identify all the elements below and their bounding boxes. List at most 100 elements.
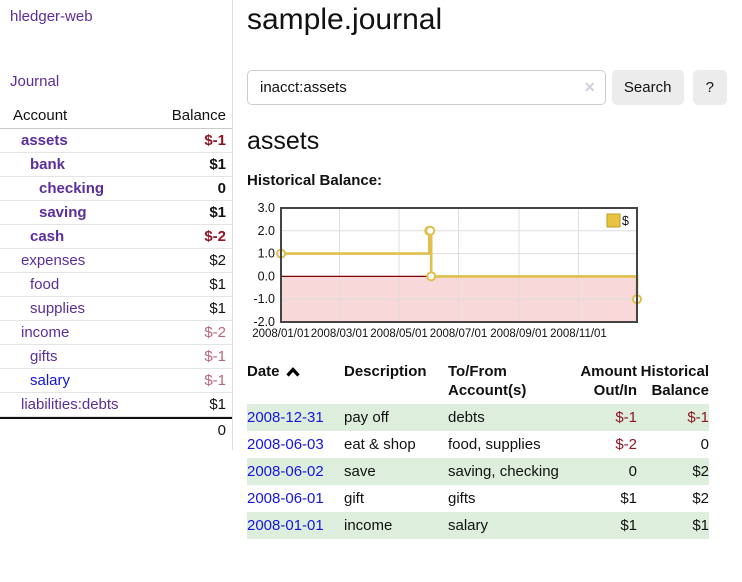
account-row: food $1	[0, 273, 232, 297]
balance-cell: $1	[692, 517, 709, 534]
account-row: checking 0	[0, 177, 232, 201]
account-row: liabilities:debts $1	[0, 393, 232, 417]
date-cell: 2008-06-02	[247, 458, 344, 485]
svg-text:-2.0: -2.0	[253, 315, 275, 329]
accounts-total-value: 0	[217, 422, 226, 439]
account-balance: $-2	[204, 324, 226, 341]
date-column-header[interactable]: Date	[247, 360, 344, 404]
search-input-wrap: ✕	[247, 70, 606, 105]
search-input[interactable]	[247, 70, 606, 105]
main-content: sample.journal ✕ Search ? assets Histori…	[233, 0, 727, 539]
description-cell: save	[344, 463, 376, 480]
balance-column-header: Balance	[171, 107, 226, 124]
chart-legend: $	[606, 213, 629, 228]
accounts-cell: saving, checking	[448, 463, 559, 480]
amount-column-header: Amount Out/In	[580, 363, 637, 399]
account-row: assets $-1	[0, 129, 232, 153]
search-form: ✕ Search ?	[247, 70, 727, 105]
account-link-saving[interactable]: saving	[39, 204, 87, 221]
svg-text:2008/03/01: 2008/03/01	[311, 328, 369, 340]
account-row: salary $-1	[0, 369, 232, 393]
account-row: bank $1	[0, 153, 232, 177]
app-brand-link[interactable]: hledger-web	[10, 8, 93, 25]
account-row: expenses $2	[0, 249, 232, 273]
account-balance: $1	[209, 204, 226, 221]
balance-cell: 0	[700, 436, 709, 453]
account-balance: $-1	[204, 348, 226, 365]
description-cell: income	[344, 517, 393, 534]
sidebar: hledger-web Journal Account Balance asse…	[0, 0, 233, 450]
transaction-date-link[interactable]: 2008-06-02	[247, 463, 324, 480]
clear-search-icon[interactable]: ✕	[583, 79, 596, 95]
account-link-gifts[interactable]: gifts	[30, 348, 58, 365]
balance-cell: $-1	[687, 409, 709, 426]
svg-text:2008/09/01: 2008/09/01	[490, 328, 548, 340]
account-balance: 0	[217, 180, 226, 197]
register-row: 2008-06-03 eat & shop food, supplies $-2 0	[247, 431, 709, 458]
help-button[interactable]: ?	[692, 70, 727, 105]
amount-cell: $-2	[615, 436, 637, 453]
amount-cell: $-1	[615, 409, 637, 426]
date-column-label: Date	[247, 363, 280, 380]
account-link-income[interactable]: income	[21, 324, 70, 341]
svg-text:1.0: 1.0	[258, 247, 275, 261]
account-balance: $-2	[204, 228, 226, 245]
balance-column-header-main: Historical Balance	[640, 363, 709, 399]
register-body: 2008-12-31 pay off debts $-1 $-1 2008-06-03 ea…	[247, 404, 709, 539]
register-header-row: Date Description To/From Account(s) Amou…	[247, 360, 709, 404]
account-link-checking[interactable]: checking	[39, 180, 105, 197]
description-cell: gift	[344, 490, 365, 507]
accounts-cell: debts	[448, 409, 485, 426]
account-row: income $-2	[0, 321, 232, 345]
amount-cell: 0	[628, 463, 637, 480]
accounts-cell: salary	[448, 517, 489, 534]
account-link-expenses[interactable]: expenses	[21, 252, 86, 269]
balance-cell: $2	[692, 490, 709, 507]
register-row: 2008-06-01 gift gifts $1 $2	[247, 485, 709, 512]
accounts-table: Account Balance assets $-1 bank $1 checking 0…	[0, 104, 232, 442]
svg-text:2.0: 2.0	[258, 224, 275, 238]
date-cell: 2008-01-01	[247, 512, 344, 539]
register-table: Date Description To/From Account(s) Amou…	[247, 360, 709, 539]
accounts-cell: gifts	[448, 490, 476, 507]
account-link-assets[interactable]: assets	[21, 132, 68, 149]
account-balance: $1	[209, 300, 226, 317]
svg-text:2008/07/01: 2008/07/01	[430, 328, 488, 340]
page-title: sample.journal	[247, 3, 443, 36]
account-link-bank[interactable]: bank	[30, 156, 66, 173]
account-link-liabilities-debts[interactable]: liabilities:debts	[21, 396, 119, 413]
accounts-cell: food, supplies	[448, 436, 541, 453]
svg-text:$: $	[622, 214, 629, 228]
account-link-cash[interactable]: cash	[30, 228, 65, 245]
description-column-header: Description	[344, 363, 427, 380]
svg-text:-1.0: -1.0	[253, 292, 275, 306]
account-link-supplies[interactable]: supplies	[30, 300, 86, 317]
register-row: 2008-12-31 pay off debts $-1 $-1	[247, 404, 709, 431]
balance-chart: 3.0 2.0 1.0 0.0 -1.0 -2.0 2008/01/01 2008/03/01…	[247, 200, 727, 342]
transaction-date-link[interactable]: 2008-01-01	[247, 517, 324, 534]
amount-cell: $1	[620, 490, 637, 507]
account-balance: $-1	[204, 372, 226, 389]
transaction-date-link[interactable]: 2008-06-03	[247, 436, 324, 453]
sidebar-accounts-rows: assets $-1 bank $1 checking 0 saving $1 cash $-2 e…	[0, 129, 232, 417]
chart-label: Historical Balance:	[247, 172, 383, 189]
svg-text:2008/01/01: 2008/01/01	[252, 328, 310, 340]
search-button[interactable]: Search	[611, 70, 684, 105]
transaction-date-link[interactable]: 2008-12-31	[247, 409, 324, 426]
account-link-salary[interactable]: salary	[30, 372, 71, 389]
account-balance: $1	[209, 156, 226, 173]
date-cell: 2008-06-01	[247, 485, 344, 512]
account-row: saving $1	[0, 201, 232, 225]
transaction-date-link[interactable]: 2008-06-01	[247, 490, 324, 507]
amount-cell: $1	[620, 517, 637, 534]
description-cell: eat & shop	[344, 436, 416, 453]
account-balance: $1	[209, 276, 226, 293]
description-cell: pay off	[344, 409, 389, 426]
sidebar-item-journal[interactable]: Journal	[10, 73, 60, 90]
account-link-food[interactable]: food	[30, 276, 60, 293]
sort-ascending-icon	[285, 367, 300, 377]
accounts-total-row: 0	[0, 417, 232, 442]
account-balance: $-1	[204, 132, 226, 149]
account-row: gifts $-1	[0, 345, 232, 369]
